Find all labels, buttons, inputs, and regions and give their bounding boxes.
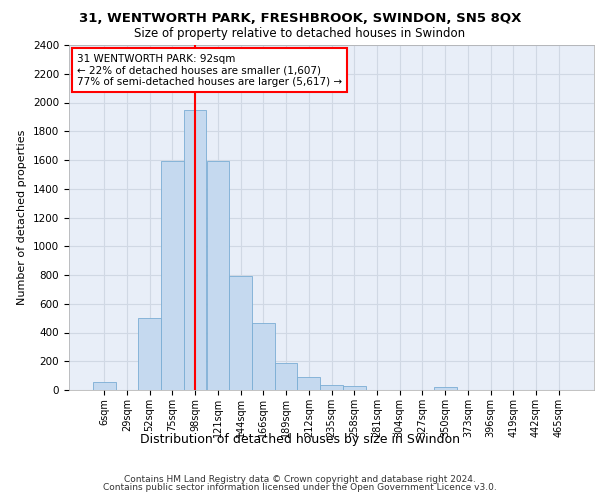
Bar <box>161 162 184 390</box>
Bar <box>298 377 320 390</box>
Text: Contains HM Land Registry data © Crown copyright and database right 2024.: Contains HM Land Registry data © Crown c… <box>124 474 476 484</box>
Text: Size of property relative to detached houses in Swindon: Size of property relative to detached ho… <box>134 28 466 40</box>
Y-axis label: Number of detached properties: Number of detached properties <box>17 130 28 305</box>
Bar <box>184 110 206 390</box>
Bar <box>434 387 457 390</box>
Bar <box>320 385 343 390</box>
Text: 31, WENTWORTH PARK, FRESHBROOK, SWINDON, SN5 8QX: 31, WENTWORTH PARK, FRESHBROOK, SWINDON,… <box>79 12 521 26</box>
Bar <box>206 162 229 390</box>
Text: Distribution of detached houses by size in Swindon: Distribution of detached houses by size … <box>140 432 460 446</box>
Bar <box>139 318 161 390</box>
Bar <box>343 386 365 390</box>
Bar <box>252 323 275 390</box>
Bar <box>229 276 252 390</box>
Bar <box>93 382 116 390</box>
Text: 31 WENTWORTH PARK: 92sqm
← 22% of detached houses are smaller (1,607)
77% of sem: 31 WENTWORTH PARK: 92sqm ← 22% of detach… <box>77 54 342 87</box>
Bar <box>275 362 298 390</box>
Text: Contains public sector information licensed under the Open Government Licence v3: Contains public sector information licen… <box>103 483 497 492</box>
